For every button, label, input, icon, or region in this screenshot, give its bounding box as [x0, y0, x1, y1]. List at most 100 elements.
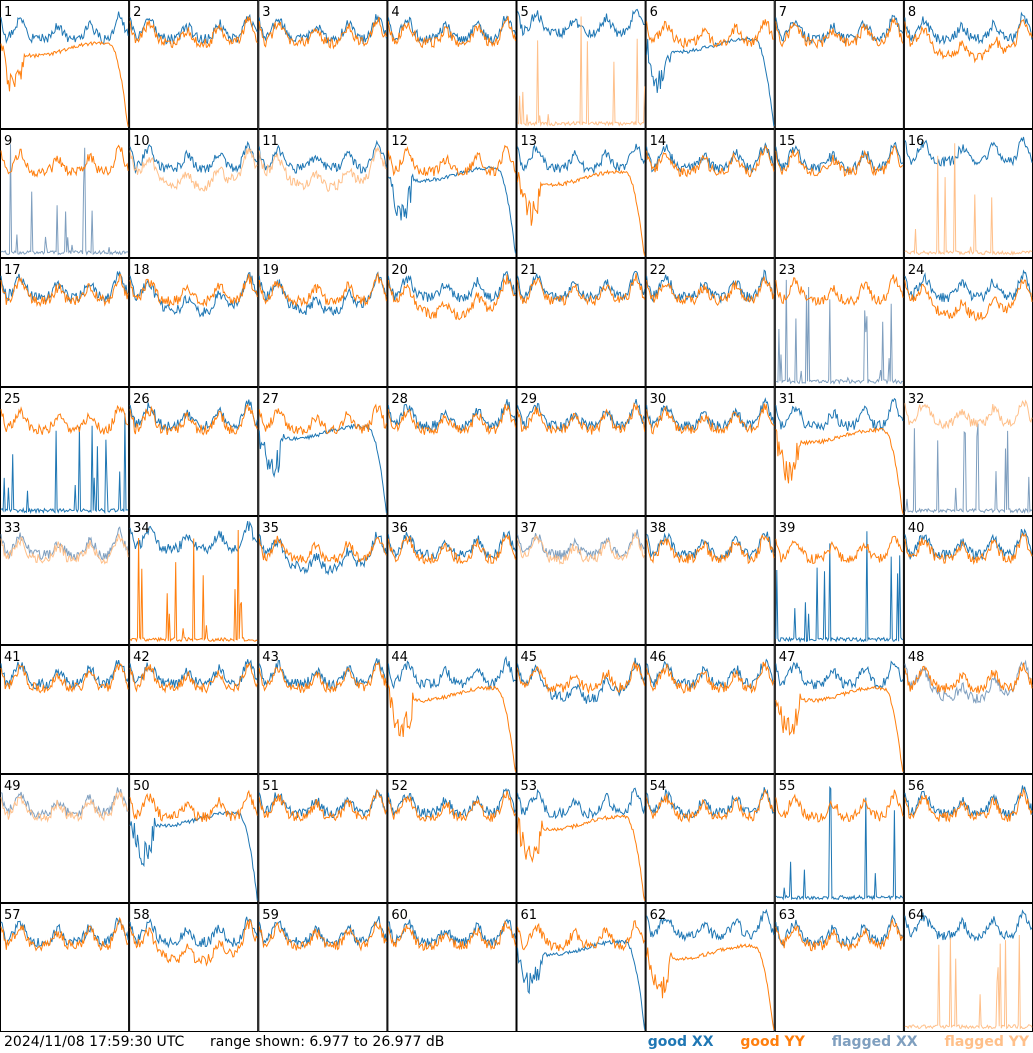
panel-44: 44 — [387, 645, 517, 774]
series-yy — [775, 685, 904, 772]
panel-label: 49 — [4, 779, 21, 794]
panel-43: 43 — [258, 645, 388, 774]
panel-61: 61 — [516, 903, 646, 1032]
series-yy — [258, 272, 387, 308]
series-yy — [129, 918, 258, 967]
panel-frame — [774, 0, 904, 129]
series-yy — [387, 534, 516, 565]
panel-12: 12 — [387, 129, 517, 258]
series-yy — [258, 789, 387, 822]
panel-25: 25 — [0, 387, 130, 516]
series-xx — [775, 914, 904, 948]
panel-60: 60 — [387, 903, 517, 1032]
series-yy — [387, 16, 516, 49]
panel-label: 3 — [262, 5, 270, 20]
panel-frame — [0, 645, 130, 774]
panel-26: 26 — [129, 387, 259, 516]
legend-flagged-xx: flagged XX — [831, 1034, 918, 1050]
panel-frame — [645, 774, 775, 903]
panel-frame — [645, 129, 775, 258]
panel-36: 36 — [387, 516, 517, 645]
series-yy — [904, 279, 1033, 322]
series-yy — [904, 532, 1033, 565]
panel-58: 58 — [129, 903, 259, 1032]
series-yy — [646, 19, 774, 50]
panel-30: 30 — [645, 387, 775, 516]
panel-frame — [516, 516, 646, 645]
panel-11: 11 — [258, 129, 388, 258]
series-yy — [775, 144, 904, 177]
panel-32: 32 — [903, 387, 1033, 516]
panel-frame — [516, 903, 646, 1032]
panel-47: 47 — [774, 645, 904, 774]
panel-40: 40 — [903, 516, 1033, 645]
panel-frame — [258, 645, 388, 774]
series-xx — [0, 11, 129, 45]
panel-label: 33 — [4, 521, 21, 536]
series-yy — [387, 144, 516, 177]
panel-label: 32 — [908, 392, 925, 407]
series-xx — [904, 423, 1033, 514]
panel-34: 34 — [129, 516, 259, 645]
series-yy — [129, 148, 258, 192]
series-xx — [129, 811, 258, 901]
series-yy — [258, 661, 387, 694]
panel-label: 16 — [908, 134, 925, 149]
panel-frame — [0, 774, 130, 903]
series-yy — [517, 273, 646, 306]
panel-label: 20 — [391, 263, 408, 278]
series-xx — [0, 659, 129, 691]
panel-label: 9 — [4, 134, 12, 149]
series-yy — [775, 427, 904, 514]
panel-2: 2 — [129, 0, 259, 129]
series-yy — [517, 16, 646, 127]
panel-15: 15 — [774, 129, 904, 258]
panel-label: 50 — [133, 779, 150, 794]
series-xx — [775, 660, 904, 690]
series-yy — [129, 662, 258, 694]
series-yy — [0, 916, 129, 952]
series-xx — [646, 142, 775, 174]
panel-33: 33 — [0, 516, 130, 645]
panel-frame — [258, 387, 388, 516]
series-yy — [646, 788, 775, 823]
series-xx — [258, 14, 387, 45]
series-yy — [646, 144, 775, 178]
series-xx — [258, 916, 387, 948]
series-yy — [904, 934, 1033, 1030]
series-yy — [775, 17, 904, 50]
panel-23: 23 — [774, 258, 904, 387]
series-yy — [646, 403, 775, 435]
panel-label: 22 — [650, 263, 667, 278]
panel-label: 36 — [391, 521, 408, 536]
panel-frame — [516, 258, 646, 387]
series-yy — [904, 399, 1033, 430]
series-yy — [904, 787, 1033, 823]
panel-label: 28 — [391, 392, 408, 407]
panel-label: 46 — [650, 650, 667, 665]
panel-4: 4 — [387, 0, 517, 129]
panel-label: 59 — [262, 908, 279, 923]
panel-63: 63 — [774, 903, 904, 1032]
series-xx — [775, 397, 904, 432]
panel-31: 31 — [774, 387, 904, 516]
panel-19: 19 — [258, 258, 388, 387]
panel-label: 40 — [908, 521, 925, 536]
series-yy — [0, 40, 129, 127]
panel-51: 51 — [258, 774, 388, 903]
panel-frame — [129, 774, 259, 903]
series-xx — [517, 143, 646, 175]
panel-frame — [774, 903, 904, 1032]
panel-frame — [387, 129, 517, 258]
series-yy — [129, 273, 258, 307]
series-yy — [0, 404, 129, 435]
series-xx — [646, 908, 775, 943]
series-xx — [388, 165, 516, 254]
series-xx — [904, 136, 1033, 167]
series-yy — [646, 534, 775, 565]
panel-17: 17 — [0, 258, 130, 387]
series-yy — [258, 921, 387, 952]
panel-label: 8 — [908, 5, 916, 20]
series-xx — [0, 526, 129, 561]
